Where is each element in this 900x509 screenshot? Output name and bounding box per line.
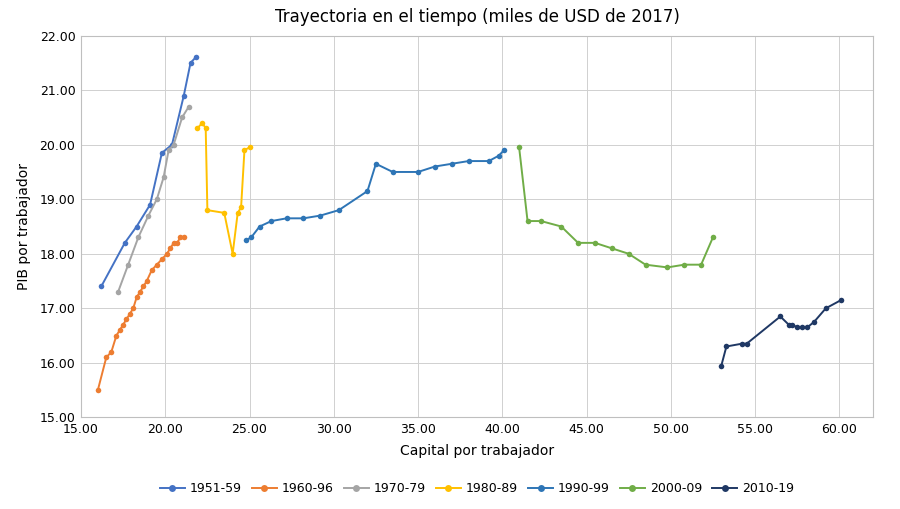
Title: Trayectoria en el tiempo (miles de USD de 2017): Trayectoria en el tiempo (miles de USD d… — [274, 8, 680, 26]
Legend: 1951-59, 1960-96, 1970-79, 1980-89, 1990-99, 2000-09, 2010-19: 1951-59, 1960-96, 1970-79, 1980-89, 1990… — [155, 477, 799, 500]
X-axis label: Capital por trabajador: Capital por trabajador — [400, 444, 554, 458]
Y-axis label: PIB por trabajador: PIB por trabajador — [17, 163, 32, 290]
